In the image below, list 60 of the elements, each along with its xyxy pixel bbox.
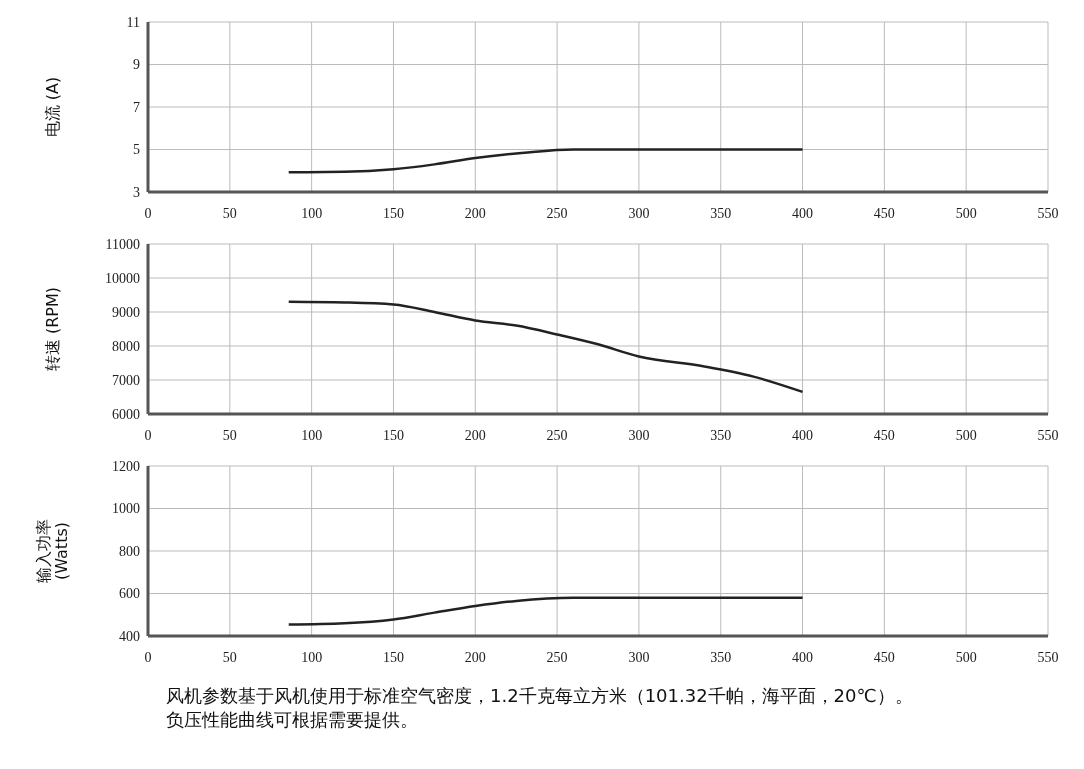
x-tick-label: 500 [955, 205, 977, 221]
x-tick-label: 400 [792, 649, 814, 665]
text: 负压性能曲线可根据需要提供。 [166, 708, 419, 732]
x-tick-label: 550 [1037, 205, 1059, 221]
y-tick-label: 3 [133, 184, 140, 200]
x-tick-label: 400 [792, 205, 814, 221]
x-tick-label: 250 [546, 205, 568, 221]
y-tick-label: 5 [133, 142, 140, 158]
x-tick-label: 500 [955, 649, 977, 665]
x-tick-label: 150 [382, 427, 404, 443]
x-tick-label: 100 [301, 427, 323, 443]
x-tick-label: 350 [710, 649, 732, 665]
y-tick-label: 9000 [112, 304, 140, 320]
y-axis-title: 转速 (RPM) [43, 286, 62, 372]
x-tick-label: 250 [546, 427, 568, 443]
x-tick-label: 50 [222, 205, 237, 221]
y-tick-label: 800 [119, 543, 140, 559]
x-tick-label: 200 [464, 427, 486, 443]
y-tick-label: 6000 [112, 406, 140, 422]
x-tick-label: 0 [144, 649, 152, 665]
x-tick-label: 450 [873, 205, 895, 221]
x-tick-label: 50 [222, 427, 237, 443]
y-tick-label: 11000 [105, 236, 140, 252]
x-tick-label: 150 [382, 205, 404, 221]
x-tick-label: 0 [144, 205, 152, 221]
x-tick-label: 100 [301, 649, 323, 665]
y-tick-label: 9 [133, 57, 140, 73]
y-tick-label: 10000 [105, 270, 140, 286]
x-tick-label: 0 [144, 427, 152, 443]
x-tick-label: 200 [464, 205, 486, 221]
text: 风机参数基于风机使用于标准空气密度，1.2千克每立方米（101.32千帕，海平面，20℃）。 [166, 684, 914, 708]
line-series [287, 596, 804, 626]
y-axis-title: 输入功率 (Watts) [34, 519, 71, 583]
x-tick-label: 100 [301, 205, 323, 221]
x-tick-label: 550 [1037, 649, 1059, 665]
y-tick-label: 11 [126, 14, 140, 30]
x-tick-label: 300 [628, 649, 650, 665]
line-series [287, 300, 804, 394]
y-tick-label: 7 [133, 99, 140, 115]
x-tick-label: 300 [628, 205, 650, 221]
x-tick-label: 150 [382, 649, 404, 665]
y-tick-label: 1000 [112, 501, 140, 517]
x-tick-label: 400 [792, 427, 814, 443]
y-tick-label: 400 [119, 628, 140, 644]
y-axis-title: 电流 (A) [43, 76, 62, 138]
x-tick-label: 300 [628, 427, 650, 443]
x-tick-label: 550 [1037, 427, 1059, 443]
x-tick-label: 50 [222, 649, 237, 665]
x-tick-label: 350 [710, 205, 732, 221]
x-tick-label: 450 [873, 427, 895, 443]
y-tick-label: 7000 [112, 372, 140, 388]
x-tick-label: 450 [873, 649, 895, 665]
x-tick-label: 200 [464, 649, 486, 665]
y-tick-label: 600 [119, 586, 140, 602]
y-tick-label: 1200 [112, 458, 140, 474]
line-series [287, 148, 804, 174]
x-tick-label: 250 [546, 649, 568, 665]
x-tick-label: 500 [955, 427, 977, 443]
y-tick-label: 8000 [112, 338, 140, 354]
x-tick-label: 350 [710, 427, 732, 443]
